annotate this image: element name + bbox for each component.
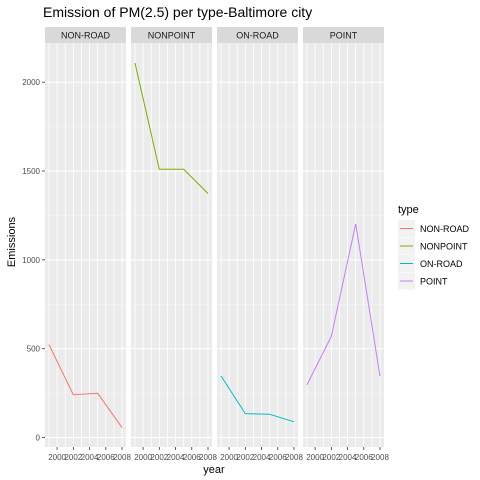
chart-title: Emission of PM(2.5) per type-Baltimore c… [43,4,312,20]
x-tick-label: 2008 [285,453,303,462]
facet-strip-label: NONPOINT [148,31,196,41]
facet-strip [217,27,298,43]
x-tick-label: 2002 [322,453,340,462]
series-line-point [306,223,381,386]
x-axis-label: year [203,464,225,476]
x-tick-label: 2002 [150,453,168,462]
x-tick-label: 2000 [220,453,238,462]
facet-strip [45,27,126,43]
facet-strip [131,27,212,43]
facet-strip-label: ON-ROAD [236,31,279,41]
x-tick-label: 2000 [306,453,324,462]
panel-background [217,43,298,447]
y-tick-label: 1500 [22,167,40,176]
panel-background [45,43,126,447]
facet-strip [303,27,384,43]
y-axis-label: Emissions [6,216,18,267]
y-tick-label: 500 [27,345,41,354]
panel-background [131,43,212,447]
series-line-on-road [220,375,295,423]
legend: type NON-ROAD NONPOINT ON-ROAD POINT [398,204,469,290]
x-tick-label: 2004 [339,453,357,462]
x-tick-label: 2004 [81,453,99,462]
x-tick-label: 2008 [199,453,217,462]
x-tick-label: 2006 [355,453,373,462]
x-tick-label: 2002 [64,453,82,462]
x-tick-label: 2008 [113,453,131,462]
x-tick-label: 2000 [134,453,152,462]
x-tick-label: 2004 [253,453,271,462]
x-tick-label: 2002 [236,453,254,462]
legend-label-on-road: ON-ROAD [420,259,463,269]
y-tick-label: 0 [36,434,41,443]
facet-strip-label: POINT [330,31,358,41]
x-tick-label: 2008 [371,453,389,462]
x-tick-label: 2000 [48,453,66,462]
facet-strip-label: NON-ROAD [61,31,110,41]
x-tick-label: 2006 [97,453,115,462]
series-line-nonpoint [134,62,209,194]
x-tick-label: 2004 [167,453,185,462]
x-tick-label: 2006 [183,453,201,462]
panel-background [303,43,384,447]
legend-title: type [398,204,419,216]
series-line-non-road [48,344,123,428]
legend-label-point: POINT [420,277,448,287]
x-tick-label: 2006 [269,453,287,462]
legend-label-non-road: NON-ROAD [420,224,469,234]
y-tick-label: 1000 [22,256,40,265]
y-tick-label: 2000 [22,78,40,87]
legend-label-nonpoint: NONPOINT [420,242,468,252]
